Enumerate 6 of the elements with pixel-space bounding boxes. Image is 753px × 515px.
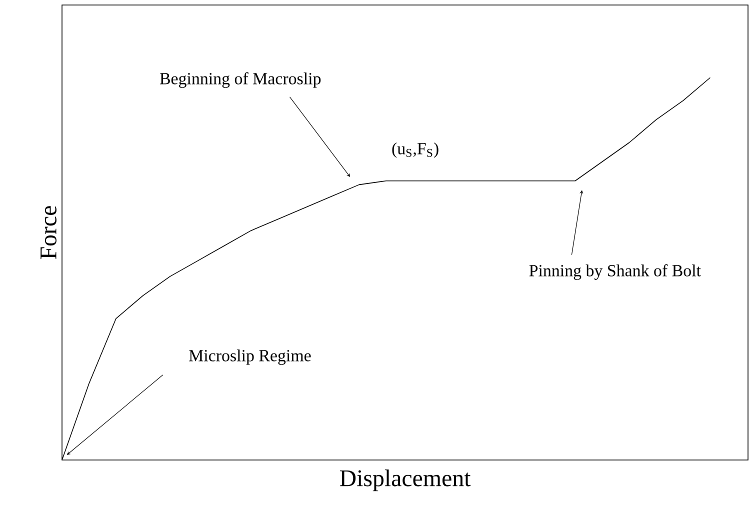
- y-axis-title: Force: [40, 206, 56, 260]
- annotation: Microslip Regime: [189, 349, 311, 365]
- x-axis-title: Displacement: [340, 470, 471, 492]
- annotation: Beginning of Macroslip: [160, 72, 321, 88]
- annotation: (u$_{S}$,F$_{S}$): [392, 142, 438, 158]
- annotation: Pinning by Shank of Bolt: [529, 264, 701, 280]
